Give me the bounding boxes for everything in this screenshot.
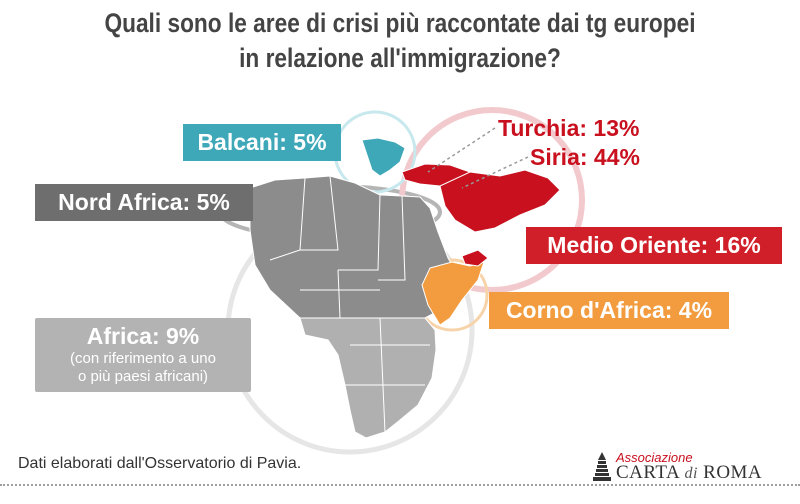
title-line-1: Quali sono le aree di crisi più racconta… [104, 8, 696, 38]
balcani-label: Balcani: 5% [183, 124, 341, 161]
medio-oriente-shape [439, 169, 561, 233]
source-note: Dati elaborati dall'Osservatorio di Pavi… [18, 455, 302, 472]
logo-name-di: di [684, 465, 698, 482]
page-title: Quali sono le aree di crisi più racconta… [64, 6, 736, 76]
carta-di-roma-logo: Associazione CARTA di ROMA [590, 450, 790, 484]
turchia-label: Turchia: 13% [498, 115, 640, 141]
africa-borders [269, 175, 430, 433]
yemen-shape [461, 249, 489, 267]
africa-label-main: Africa: 9% [86, 323, 200, 349]
africa-label-sub-1: (con riferimento a uno [70, 350, 216, 367]
turchia-leader-line [427, 127, 496, 173]
title-line-2: in relazione all'immigrazione? [239, 43, 561, 73]
nord-africa-label: Nord Africa: 5% [35, 184, 253, 221]
corno-africa-label: Corno d'Africa: 4% [489, 292, 729, 329]
balcani-shape [361, 137, 406, 177]
siria-label: Siria: 44% [530, 144, 640, 170]
footer-divider [0, 484, 800, 486]
siria-leader-line [461, 156, 529, 189]
medio-oriente-label: Medio Oriente: 16% [526, 227, 782, 264]
africa-south-shape [299, 317, 437, 439]
africa-label-sub-2: o più paesi africani) [77, 368, 209, 385]
logo-name-carta: CARTA [616, 462, 680, 483]
africa-label: Africa: 9% (con riferimento a uno o più … [35, 318, 251, 392]
tower-logo-icon [593, 452, 611, 481]
logo-name-text: CARTA di ROMA [616, 462, 762, 484]
corno-africa-shape [421, 261, 485, 326]
logo-association-text: Associazione [616, 450, 693, 465]
logo-name-roma: ROMA [703, 462, 763, 483]
